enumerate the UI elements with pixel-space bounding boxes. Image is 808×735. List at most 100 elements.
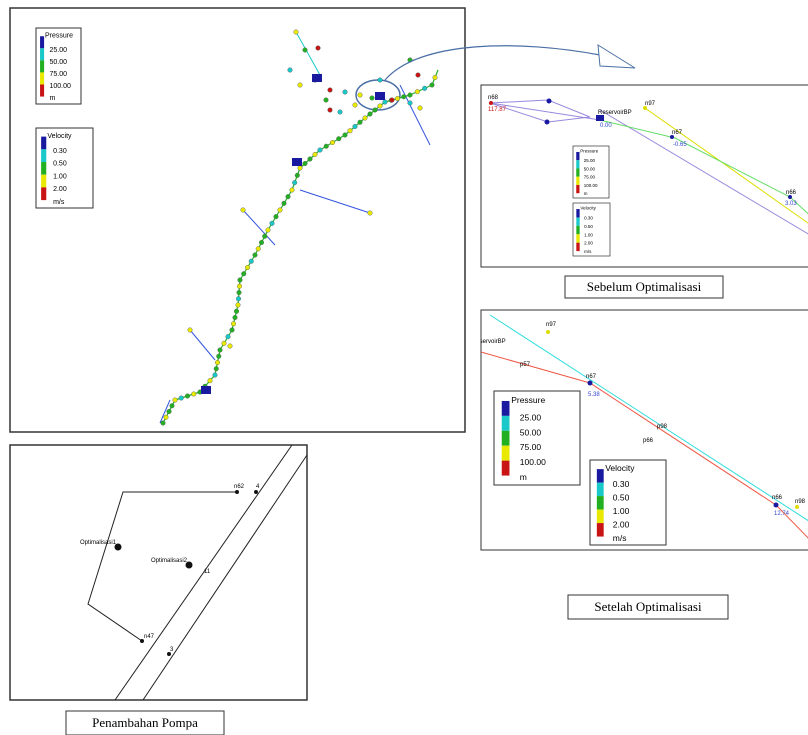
node — [324, 144, 329, 149]
node — [348, 128, 353, 133]
node — [353, 103, 358, 108]
node — [236, 303, 241, 308]
legend-label: 100.00 — [584, 183, 598, 188]
legend-swatch — [576, 209, 579, 217]
node — [294, 30, 299, 35]
legend-unit: m — [584, 191, 588, 196]
legend-label: 100.00 — [520, 457, 546, 467]
node-label: p98 — [657, 424, 668, 430]
legend-title: Velocity — [47, 133, 72, 140]
pump-symbol — [292, 158, 302, 166]
legend-swatch — [40, 60, 44, 72]
node-label: n67 — [672, 130, 683, 136]
legend-swatch — [576, 185, 579, 193]
node — [378, 104, 383, 109]
legend-unit: m/s — [584, 249, 592, 254]
node — [215, 360, 220, 365]
node — [228, 344, 233, 349]
node-label: ReservoirBP — [598, 110, 632, 116]
legend-swatch — [576, 160, 579, 168]
node — [278, 208, 283, 213]
node — [213, 373, 218, 378]
node — [218, 348, 223, 353]
node — [308, 157, 313, 162]
legend-label: 0.50 — [613, 492, 630, 502]
legend-swatch — [41, 187, 46, 200]
node — [418, 106, 423, 111]
node — [245, 265, 250, 270]
node — [164, 415, 169, 420]
legend-label: 50.00 — [520, 427, 542, 437]
node — [303, 48, 308, 53]
node — [383, 100, 388, 105]
node — [298, 83, 303, 88]
node — [422, 86, 427, 91]
legend-label: 50.00 — [584, 166, 596, 171]
node — [795, 505, 799, 509]
node — [241, 208, 246, 213]
legend-label: 2.00 — [613, 519, 630, 529]
legend-swatch — [40, 48, 44, 60]
node-label: p57 — [520, 362, 531, 368]
legend-swatch — [576, 152, 579, 160]
legend-label: 25.00 — [50, 47, 68, 54]
node — [338, 110, 343, 115]
legend-label: 0.50 — [53, 161, 67, 168]
caption: Setelah Optimalisasi — [594, 599, 702, 614]
pump-frame — [10, 445, 307, 700]
node-label: n67 — [586, 374, 597, 380]
node — [430, 83, 435, 88]
node — [547, 99, 552, 104]
node — [249, 259, 254, 264]
node — [233, 315, 238, 320]
legend-label: 100.00 — [50, 83, 72, 90]
node — [408, 101, 413, 106]
node — [241, 271, 246, 276]
node — [274, 214, 279, 219]
legend-label: 75.00 — [584, 175, 596, 180]
node — [290, 188, 295, 193]
node — [259, 240, 264, 245]
legend-unit: m/s — [53, 199, 65, 206]
node-label: n62 — [234, 484, 245, 490]
legend-label: 1.00 — [584, 232, 593, 237]
legend-swatch — [40, 72, 44, 84]
legend-label: 1.00 — [613, 506, 630, 516]
node — [161, 421, 166, 426]
legend-swatch — [40, 84, 44, 96]
node — [316, 46, 321, 51]
node — [378, 78, 383, 83]
node — [353, 124, 358, 129]
legend-swatch — [41, 162, 46, 175]
legend-swatch — [502, 431, 510, 446]
node-label: n97 — [645, 101, 656, 107]
node — [336, 136, 341, 141]
node — [235, 490, 239, 494]
node-label: n47 — [144, 634, 155, 640]
node-label: n97 — [546, 322, 557, 328]
node-label: 11 — [204, 569, 211, 575]
node — [313, 152, 318, 157]
node — [298, 166, 303, 171]
legend-swatch — [597, 496, 604, 509]
node — [167, 409, 172, 414]
node — [262, 234, 267, 239]
node — [286, 194, 291, 199]
legend-label: 75.00 — [50, 71, 68, 78]
legend-swatch — [502, 401, 510, 416]
node — [254, 490, 258, 494]
pump-symbol — [312, 74, 322, 82]
node — [237, 290, 242, 295]
node — [216, 354, 221, 359]
legend-swatch — [40, 36, 44, 48]
node — [236, 296, 241, 301]
legend-label: 0.30 — [584, 215, 593, 220]
node — [253, 253, 258, 258]
node — [328, 88, 333, 93]
node-label: n68 — [488, 95, 499, 101]
node — [489, 101, 493, 105]
node — [370, 96, 375, 101]
node-label: p66 — [643, 438, 654, 444]
legend-label: 0.50 — [584, 224, 593, 229]
node-label: 117.87 — [488, 107, 507, 113]
